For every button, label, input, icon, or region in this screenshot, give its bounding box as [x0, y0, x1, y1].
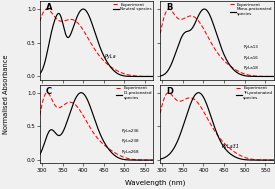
Text: B: B — [166, 3, 172, 12]
Text: C: C — [46, 87, 52, 96]
Text: PyLa13

PyLa16

PyLa18: PyLa13 PyLa16 PyLa18 — [243, 45, 258, 70]
Legend: Experiment, Mono-protonated
species: Experiment, Mono-protonated species — [229, 2, 273, 16]
Legend: Experiment, Neutral species: Experiment, Neutral species — [113, 2, 152, 12]
Text: D: D — [166, 87, 173, 96]
Legend: Experiment, Tri-protonated
species: Experiment, Tri-protonated species — [236, 86, 273, 100]
Text: A: A — [46, 3, 52, 12]
Text: PyLa236

PyLa238

PyLa268: PyLa236 PyLa238 PyLa268 — [122, 129, 139, 154]
Text: PyLa: PyLa — [104, 54, 116, 59]
Text: Normalised Absorbance: Normalised Absorbance — [3, 55, 9, 134]
Text: PyLa31: PyLa31 — [222, 144, 240, 149]
Legend: Experiment, Di-protonated
species: Experiment, Di-protonated species — [116, 86, 152, 100]
Text: Wavelength (nm): Wavelength (nm) — [125, 180, 186, 186]
